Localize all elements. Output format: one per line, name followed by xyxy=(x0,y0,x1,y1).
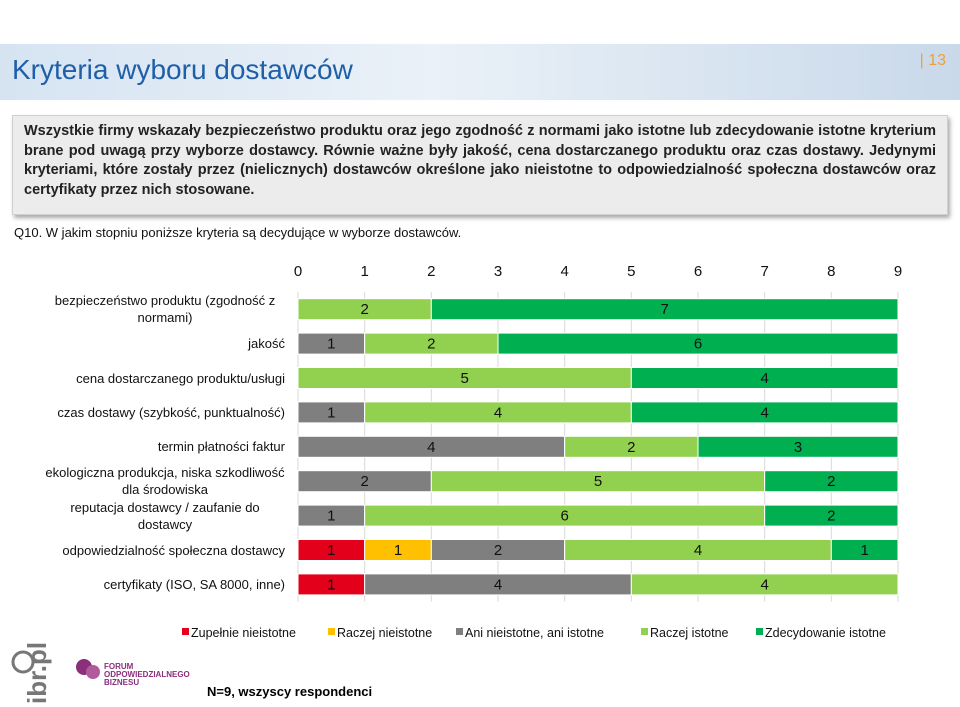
bar-segment xyxy=(430,298,899,321)
data-label: 5 xyxy=(460,370,468,387)
forum-text: FORUM ODPOWIEDZIALNEGO BIZNESU xyxy=(104,663,190,687)
bar-segment xyxy=(630,367,899,389)
bar-segment xyxy=(630,401,899,424)
data-label: 5 xyxy=(594,473,602,490)
category-label: reputacja dostawcy / zaufanie do dostawc… xyxy=(70,499,260,532)
legend-swatch xyxy=(641,628,648,635)
forum-line: BIZNESU xyxy=(104,678,140,687)
x-tick-label: 8 xyxy=(827,263,835,280)
legend-swatch xyxy=(756,628,763,635)
ibr-icon xyxy=(11,650,35,674)
data-label: 2 xyxy=(827,473,835,490)
slide-title: Kryteria wyboru dostawców xyxy=(12,54,353,85)
forum-line: FORUM xyxy=(104,662,134,671)
data-label: 4 xyxy=(494,404,502,421)
data-label: 7 xyxy=(660,301,668,318)
forum-icon xyxy=(76,659,100,679)
category-label: odpowiedzialność społeczna dostawcy xyxy=(62,542,285,558)
data-label: 4 xyxy=(760,404,768,421)
data-label: 1 xyxy=(327,576,335,593)
header-band xyxy=(0,44,960,100)
bar-segment xyxy=(697,435,899,458)
x-tick-label: 1 xyxy=(360,263,368,280)
x-tick-label: 4 xyxy=(560,263,568,280)
data-label: 1 xyxy=(327,542,335,559)
footnote: N=9, wszyscy respondenci xyxy=(207,684,373,699)
category-label: certyfikaty (ISO, SA 8000, inne) xyxy=(103,576,285,592)
x-tick-label: 7 xyxy=(760,263,768,280)
legend-swatch xyxy=(182,628,189,635)
question: Q10. W jakim stopniu poniższe kryteria s… xyxy=(14,225,462,240)
page-number: | 13 xyxy=(919,52,946,69)
data-label: 6 xyxy=(694,336,702,353)
data-label: 6 xyxy=(560,508,568,525)
category-label: jakość xyxy=(248,336,285,352)
x-tick-label: 0 xyxy=(294,263,302,280)
data-label: 4 xyxy=(494,576,502,593)
data-label: 2 xyxy=(427,336,435,353)
x-tick-label: 6 xyxy=(694,263,702,280)
data-label: 1 xyxy=(394,542,402,559)
category-label: termin płatności faktur xyxy=(157,439,285,455)
category-label: ekologiczna produkcja, niska szkodliwość… xyxy=(45,465,285,498)
data-label: 2 xyxy=(827,508,835,525)
bar-segment xyxy=(764,504,899,527)
summary-box: Wszystkie firmy wskazały bezpieczeństwo … xyxy=(12,115,948,215)
ibr-logo: ibr.pl xyxy=(8,642,68,704)
bar-segment xyxy=(764,470,899,493)
legend-swatch xyxy=(328,628,335,635)
data-label: 2 xyxy=(360,301,368,318)
data-label: 4 xyxy=(694,542,702,559)
bar-segment xyxy=(630,573,899,596)
data-label: 2 xyxy=(627,439,635,456)
forum-logo: FORUM ODPOWIEDZIALNEGO BIZNESU xyxy=(74,657,190,703)
legend-label: Raczej nieistotne xyxy=(337,626,432,640)
legend-label: Raczej istotne xyxy=(650,626,729,640)
data-label: 2 xyxy=(360,473,368,490)
legend-swatch xyxy=(456,628,463,635)
forum-line: ODPOWIEDZIALNEGO xyxy=(104,670,190,679)
bar-segment xyxy=(830,539,899,561)
category-label: bezpieczeństwo produktu (zgodność z norm… xyxy=(54,293,276,326)
legend-label: Zupełnie nieistotne xyxy=(191,626,296,640)
data-label: 4 xyxy=(760,370,768,387)
data-label: 4 xyxy=(760,576,768,593)
data-label: 1 xyxy=(327,336,335,353)
category-label: czas dostawy (szybkość, punktualność) xyxy=(57,404,285,420)
legend-label: Ani nieistotne, ani istotne xyxy=(465,626,604,640)
x-tick-label: 2 xyxy=(427,263,435,280)
data-label: 4 xyxy=(427,439,435,456)
x-tick-label: 5 xyxy=(627,263,635,280)
data-label: 3 xyxy=(794,439,802,456)
data-label: 1 xyxy=(860,542,868,559)
bar-segment xyxy=(497,332,899,355)
legend-label: Zdecydowanie istotne xyxy=(765,626,886,640)
data-label: 1 xyxy=(327,508,335,525)
category-label: cena dostarczanego produktu/usługi xyxy=(76,370,285,386)
x-tick-label: 3 xyxy=(494,263,502,280)
data-label: 1 xyxy=(327,404,335,421)
data-label: 2 xyxy=(494,542,502,559)
x-tick-label: 9 xyxy=(894,263,902,280)
